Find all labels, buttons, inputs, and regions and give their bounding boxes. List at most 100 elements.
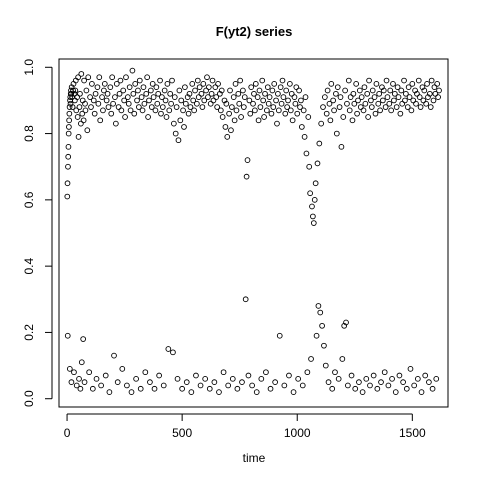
data-point	[73, 107, 80, 114]
data-point	[424, 81, 430, 87]
data-point	[203, 87, 209, 94]
data-point	[136, 77, 143, 84]
data-point	[418, 389, 425, 395]
data-point	[414, 90, 420, 97]
data-point	[352, 385, 359, 392]
data-point	[272, 379, 278, 385]
data-point	[296, 87, 302, 94]
data-point	[157, 77, 163, 84]
data-point	[112, 94, 118, 100]
data-point	[81, 379, 88, 385]
data-point	[267, 385, 274, 392]
data-point	[236, 100, 243, 107]
y-tick-label: 1.0	[22, 59, 36, 76]
data-point	[269, 87, 276, 94]
data-point	[147, 87, 154, 94]
data-point	[75, 134, 82, 140]
data-point	[175, 137, 182, 144]
data-point	[259, 77, 266, 84]
data-point	[108, 110, 115, 117]
data-point	[313, 332, 320, 339]
y-tick-label: 0.2	[22, 324, 36, 341]
data-point	[423, 100, 429, 107]
data-point	[178, 97, 185, 104]
data-point	[403, 385, 410, 392]
data-point	[159, 94, 165, 100]
data-point	[333, 90, 339, 97]
data-point	[155, 90, 162, 97]
data-point	[324, 87, 331, 94]
y-tick-label: 0.0	[22, 390, 36, 407]
data-point	[212, 84, 219, 91]
data-point	[148, 104, 155, 110]
data-point	[422, 372, 429, 379]
data-point	[357, 104, 364, 110]
data-point	[205, 94, 211, 100]
data-point	[130, 90, 137, 97]
data-point	[73, 382, 80, 389]
data-point	[293, 84, 300, 91]
data-point	[88, 104, 94, 110]
data-point	[166, 107, 173, 114]
data-point	[255, 117, 262, 124]
data-point	[233, 107, 240, 114]
data-point	[274, 120, 280, 127]
data-point	[132, 81, 139, 87]
data-point	[401, 77, 407, 84]
data-point	[294, 110, 301, 117]
data-point	[385, 382, 392, 389]
data-point	[187, 104, 194, 110]
x-axis-label: time	[243, 451, 266, 465]
data-point	[174, 375, 181, 382]
data-point	[398, 87, 405, 94]
data-point	[389, 375, 395, 382]
data-point	[432, 90, 439, 97]
data-point	[66, 110, 73, 117]
data-point	[417, 104, 424, 110]
data-point	[224, 134, 231, 140]
data-point	[285, 97, 291, 104]
data-point	[229, 104, 235, 110]
data-point	[395, 94, 402, 100]
data-point	[283, 87, 290, 94]
data-point	[193, 372, 199, 379]
data-point	[407, 366, 414, 372]
data-point	[319, 322, 325, 329]
data-point	[161, 87, 168, 94]
data-point	[339, 356, 346, 362]
data-point	[113, 81, 120, 87]
data-point	[231, 117, 238, 124]
data-point	[100, 107, 106, 114]
data-point	[411, 382, 418, 389]
data-point	[298, 97, 304, 104]
data-point	[201, 97, 208, 104]
data-point	[273, 97, 279, 104]
data-point	[156, 372, 162, 379]
data-point	[71, 369, 77, 376]
data-point	[251, 90, 257, 97]
data-point	[163, 114, 170, 120]
x-axis: 0 500 1000 1500	[64, 413, 426, 440]
y-tick-label: 0.8	[22, 125, 36, 142]
data-point	[66, 104, 73, 110]
data-point	[306, 163, 313, 170]
y-tick-label: 0.4	[22, 257, 36, 274]
data-point	[353, 81, 360, 87]
data-point	[348, 372, 355, 379]
data-point	[277, 84, 284, 91]
data-point	[303, 150, 310, 157]
data-point	[136, 104, 142, 110]
data-point	[68, 379, 75, 385]
data-point	[127, 107, 134, 114]
data-point	[208, 90, 215, 97]
data-point	[356, 379, 362, 385]
chart-title: F(yt2) series	[216, 24, 293, 39]
data-point	[205, 84, 212, 91]
data-point	[400, 379, 406, 385]
data-point	[216, 389, 222, 395]
data-point	[297, 104, 303, 110]
data-point	[350, 90, 357, 97]
data-point	[146, 97, 152, 104]
data-point	[70, 87, 76, 94]
data-point	[234, 385, 241, 392]
